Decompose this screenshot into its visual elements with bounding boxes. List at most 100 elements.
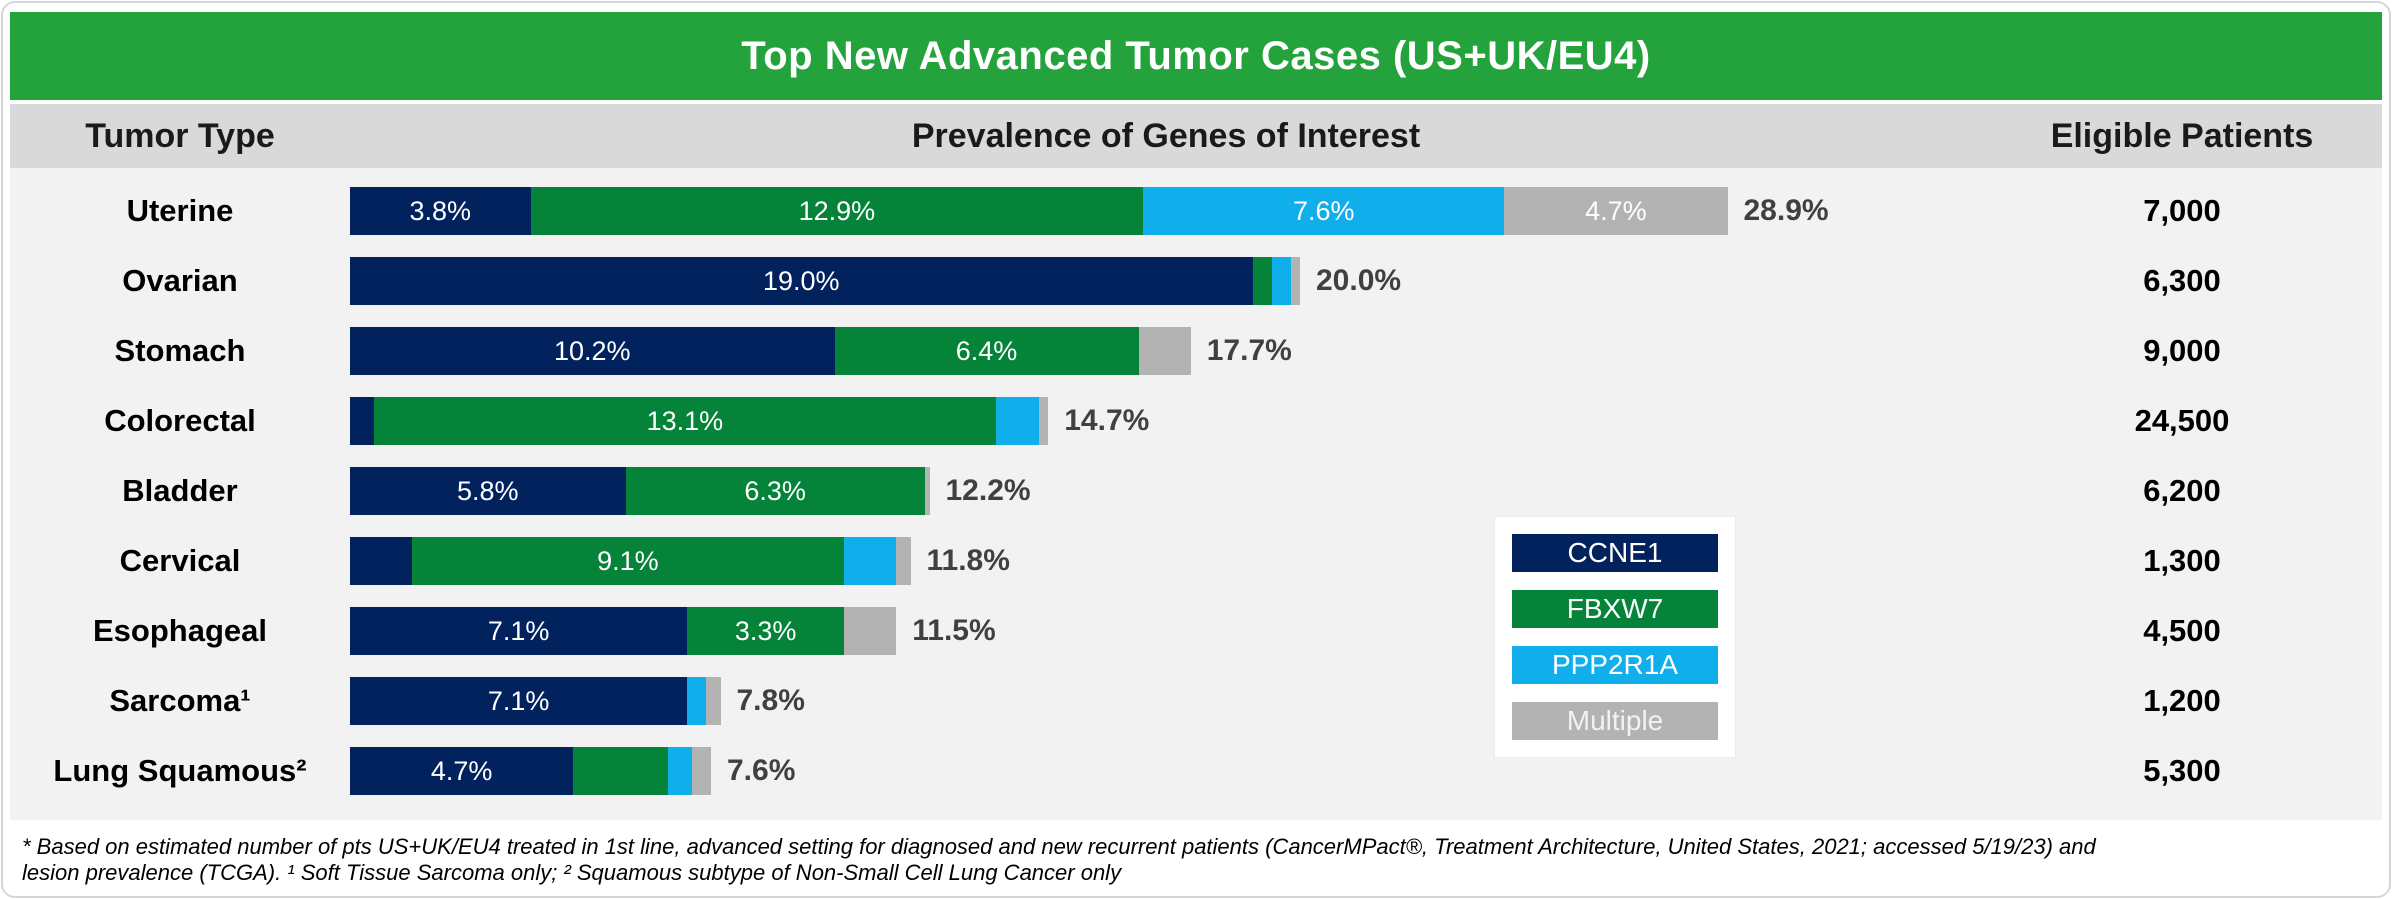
bar-segment-fbxw7: 9.1% [411, 537, 844, 585]
bar-total-label: 20.0% [1316, 264, 1402, 297]
eligible-patients-value: 6,300 [2143, 263, 2221, 298]
segment-value-label: 7.6% [1292, 195, 1355, 226]
title-bar: Top New Advanced Tumor Cases (US+UK/EU4) [10, 12, 2382, 100]
tumor-type-label: Ovarian [122, 263, 238, 298]
segment-value-label: 4.7% [430, 755, 493, 786]
bar-segment-ppp2r1a [1271, 257, 1291, 305]
bar-segment-ppp2r1a [668, 747, 692, 795]
bar-segment-ccne1: 3.8% [350, 187, 531, 235]
tumor-row: Lung Squamous² 4.7% 7.6% 5,300 [10, 736, 2382, 806]
bar-segment-ppp2r1a [844, 537, 897, 585]
legend: CCNE1 FBXW7 PPP2R1A Multiple [1495, 517, 1735, 757]
bar-segment-ccne1: 5.8% [350, 467, 626, 515]
legend-label-ppp2r1a: PPP2R1A [1551, 649, 1679, 680]
eligible-patients-value: 24,500 [2134, 403, 2230, 438]
stacked-bar: 10.2% 6.4% [350, 327, 1191, 375]
tumor-type-label: Colorectal [104, 403, 256, 438]
header-eligible-patients: Eligible Patients [2050, 116, 2314, 155]
bar-segment-multiple [924, 467, 930, 515]
bar-segment-fbxw7: 3.3% [687, 607, 844, 655]
legend-item-ccne1: CCNE1 [1512, 534, 1718, 572]
segment-value-label: 6.4% [955, 335, 1018, 366]
bar-segment-fbxw7 [573, 747, 669, 795]
bar-segment-multiple [896, 537, 911, 585]
bar-total-label: 17.7% [1206, 334, 1292, 367]
bar-segment-ccne1 [350, 397, 374, 445]
tumor-row: Sarcoma¹ 7.1% 7.8% 1,200 [10, 666, 2382, 736]
bar-segment-fbxw7: 6.4% [834, 327, 1139, 375]
bar-area: 7.1% 3.3% 11.5% [350, 607, 1982, 655]
tumor-row: Esophageal 7.1% 3.3% 11.5% 4,500 [10, 596, 2382, 666]
eligible-patients-value: 9,000 [2143, 333, 2221, 368]
bar-chart-rows: Uterine 3.8% 12.9% 7.6% 4.7% 28.9% 7,000 Ovaria… [10, 168, 2382, 820]
bar-total-label: 11.5% [912, 614, 996, 647]
legend-label-fbxw7: FBXW7 [1566, 593, 1664, 624]
segment-value-label: 4.7% [1585, 195, 1647, 226]
tumor-type-label: Lung Squamous² [53, 753, 307, 788]
legend-item-fbxw7: FBXW7 [1512, 590, 1718, 628]
stacked-bar: 13.1% [350, 397, 1049, 445]
footnote-line-1: * Based on estimated number of pts US+UK… [22, 834, 2096, 859]
legend-item-multiple: Multiple [1512, 702, 1718, 740]
eligible-patients-value: 4,500 [2143, 613, 2221, 648]
bar-segment-fbxw7: 13.1% [373, 397, 996, 445]
segment-value-label: 13.1% [646, 405, 724, 436]
bar-segment-multiple [706, 677, 721, 725]
bar-segment-fbxw7: 6.3% [625, 467, 925, 515]
bar-segment-ppp2r1a [687, 677, 707, 725]
bar-segment-ppp2r1a: 7.6% [1143, 187, 1505, 235]
stacked-bar: 19.0% [350, 257, 1300, 305]
segment-value-label: 7.1% [487, 685, 550, 716]
tumor-row: Uterine 3.8% 12.9% 7.6% 4.7% 28.9% 7,000 [10, 176, 2382, 246]
tumor-type-label: Uterine [126, 193, 234, 228]
bar-area: 10.2% 6.4% 17.7% [350, 327, 1982, 375]
stacked-bar: 3.8% 12.9% 7.6% 4.7% [350, 187, 1728, 235]
header-prevalence: Prevalence of Genes of Interest [911, 116, 1421, 155]
tumor-type-label: Stomach [114, 333, 246, 368]
bar-total-label: 7.6% [727, 754, 796, 787]
bar-segment-ccne1: 7.1% [350, 677, 688, 725]
stacked-bar: 7.1% 3.3% [350, 607, 897, 655]
footnote-line-2: lesion prevalence (TCGA). ¹ Soft Tissue … [22, 860, 1122, 885]
bar-segment-fbxw7: 12.9% [530, 187, 1144, 235]
tumor-row: Stomach 10.2% 6.4% 17.7% 9,000 [10, 316, 2382, 386]
segment-value-label: 5.8% [456, 475, 519, 506]
footnote: * Based on estimated number of pts US+UK… [22, 834, 2352, 886]
bar-segment-ccne1: 19.0% [350, 257, 1253, 305]
stacked-bar: 5.8% 6.3% [350, 467, 930, 515]
bar-segment-multiple [692, 747, 711, 795]
bar-segment-ccne1: 7.1% [350, 607, 688, 655]
bar-total-label: 7.8% [736, 684, 805, 717]
bar-total-label: 14.7% [1064, 404, 1150, 437]
eligible-patients-value: 1,300 [2143, 543, 2221, 578]
eligible-patients-value: 6,200 [2143, 473, 2221, 508]
tumor-type-label: Bladder [122, 473, 238, 508]
table-header-row: Tumor Type Prevalence of Genes of Intere… [10, 104, 2382, 168]
segment-value-label: 7.1% [487, 615, 550, 646]
bar-area: 4.7% 7.6% [350, 747, 1982, 795]
segment-value-label: 12.9% [798, 195, 876, 226]
bar-segment-multiple [1038, 397, 1049, 445]
bar-total-label: 11.8% [926, 544, 1010, 577]
legend-item-ppp2r1a: PPP2R1A [1512, 646, 1718, 684]
bar-area: 7.1% 7.8% [350, 677, 1982, 725]
tumor-type-label: Esophageal [93, 613, 267, 648]
segment-value-label: 3.8% [409, 195, 472, 226]
bar-area: 19.0% 20.0% [350, 257, 1982, 305]
bar-segment-multiple [1138, 327, 1191, 375]
tumor-type-label: Sarcoma¹ [109, 683, 251, 718]
bar-total-label: 12.2% [945, 474, 1031, 507]
stacked-bar: 9.1% [350, 537, 911, 585]
bar-segment-multiple [844, 607, 897, 655]
bar-segment-fbxw7 [1252, 257, 1272, 305]
bar-segment-multiple: 4.7% [1504, 187, 1728, 235]
segment-value-label: 10.2% [553, 335, 631, 366]
bar-segment-ccne1: 4.7% [350, 747, 574, 795]
bar-segment-ppp2r1a [996, 397, 1039, 445]
bar-area: 5.8% 6.3% 12.2% [350, 467, 1982, 515]
segment-value-label: 6.3% [744, 475, 806, 506]
page-title: Top New Advanced Tumor Cases (US+UK/EU4) [741, 33, 1651, 78]
bar-segment-ccne1: 10.2% [350, 327, 835, 375]
tumor-row: Colorectal 13.1% 14.7% 24,500 [10, 386, 2382, 456]
stacked-bar: 4.7% [350, 747, 711, 795]
